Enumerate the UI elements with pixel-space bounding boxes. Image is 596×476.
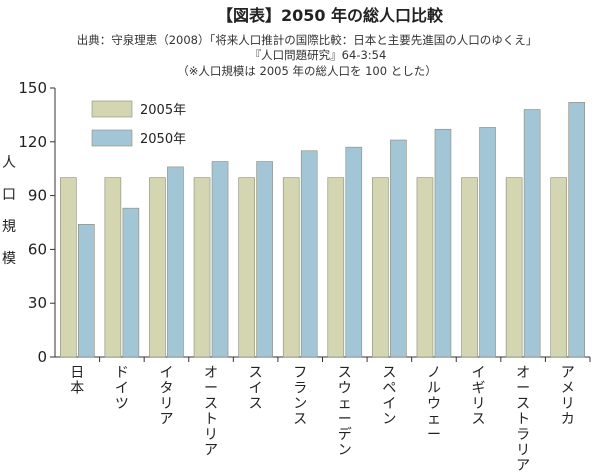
bar-2050-10: [523, 109, 541, 358]
y-tick-label: 60: [28, 240, 47, 258]
category-label-10: オーストラリア: [516, 365, 530, 474]
y-axis-label: 人口規模: [2, 155, 16, 267]
category-label-4: スイス: [249, 365, 263, 412]
y-tick-label: 150: [18, 79, 47, 97]
bar-2005-0: [59, 177, 77, 358]
category-label-3: オーストリア: [204, 365, 218, 459]
bar-2050-11: [568, 102, 586, 358]
category-label-1: ドイツ: [115, 365, 129, 412]
legend-label-2005: 2005年: [140, 103, 186, 118]
category-label-11: アメリカ: [561, 365, 575, 428]
bar-2050-8: [434, 128, 452, 358]
category-label-8: ノルウェー: [427, 365, 441, 443]
category-label-2: イタリア: [159, 365, 173, 428]
legend-swatch-2005: [91, 100, 133, 118]
bar-2005-1: [104, 177, 122, 358]
source-note-2: 『人口問題研究』64-3:54: [250, 48, 387, 62]
bar-2005-4: [238, 177, 255, 358]
bar-2050-0: [77, 223, 95, 358]
y-tick-label: 90: [28, 187, 47, 205]
bar-2050-9: [479, 127, 496, 358]
bar-2050-4: [256, 161, 273, 358]
category-label-0: 日本: [70, 365, 84, 397]
bar-2005-5: [282, 177, 300, 358]
scale-note: （※人口規模は 2005 年の総人口を 100 とした）: [177, 64, 436, 78]
bar-2005-7: [372, 177, 389, 358]
bar-2050-3: [211, 161, 229, 358]
bar-2005-8: [416, 177, 434, 358]
chart-title: 【図表】2050 年の総人口比較: [217, 6, 444, 25]
bar-2050-7: [390, 139, 407, 358]
bar-2005-11: [550, 177, 568, 358]
legend-swatch-2050: [91, 129, 133, 147]
category-label-7: スペイン: [382, 365, 396, 428]
bar-2005-2: [149, 177, 166, 358]
bar-2005-9: [461, 177, 478, 358]
y-tick-label: 0: [37, 348, 47, 366]
bar-2005-6: [327, 177, 345, 358]
y-tick-label: 30: [28, 294, 47, 312]
category-label-9: イギリス: [472, 365, 486, 428]
bar-2050-6: [345, 146, 363, 358]
bar-2050-1: [122, 207, 140, 358]
bar-2005-10: [505, 177, 523, 358]
legend-label-2050: 2050年: [140, 132, 186, 147]
bar-2050-2: [167, 166, 184, 358]
bar-2050-5: [300, 150, 318, 358]
category-label-5: フランス: [293, 365, 307, 428]
bar-2005-3: [193, 177, 211, 358]
source-note-1: 出典：守泉理恵（2008）「将来人口推計の国際比較：日本と主要先進国の人口のゆく…: [77, 33, 538, 47]
y-tick-label: 120: [18, 133, 47, 151]
category-label-6: スウェーデン: [338, 365, 352, 459]
